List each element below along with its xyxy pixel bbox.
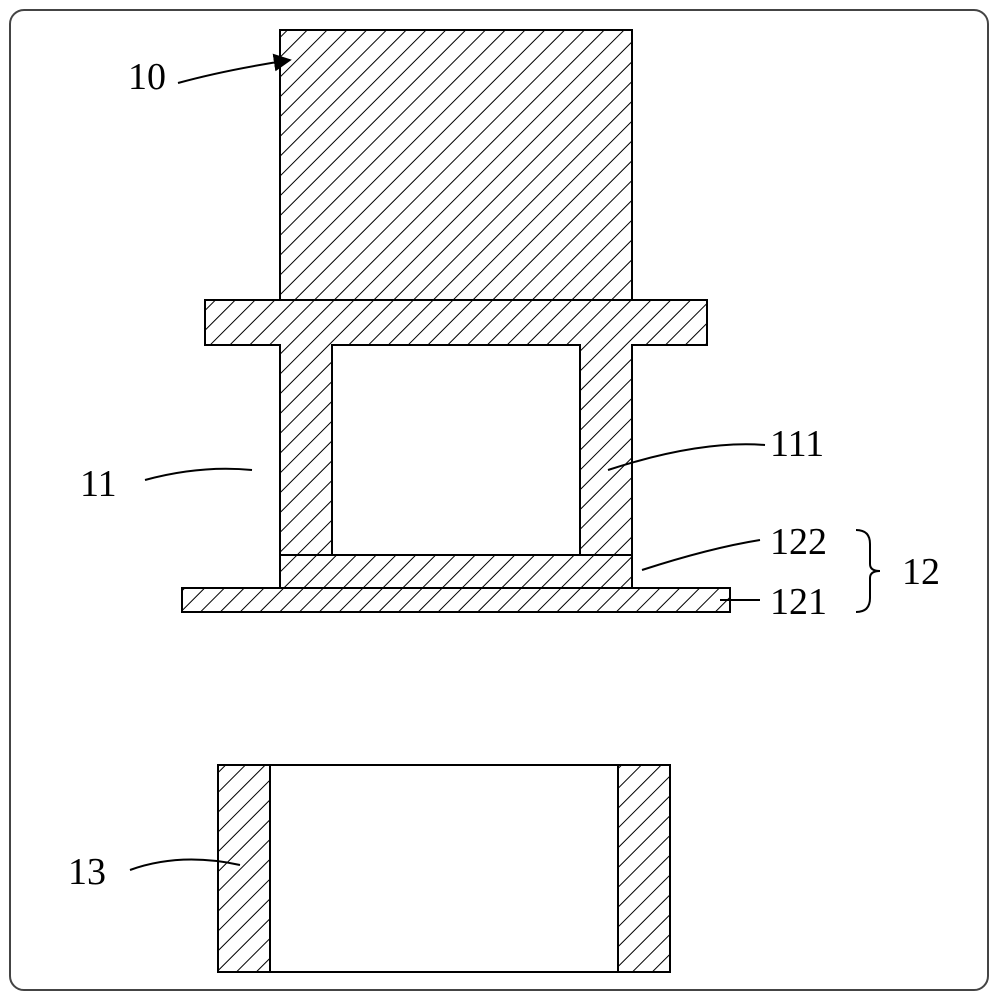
part-122-inner-plate <box>280 555 632 588</box>
label-l122: 122 <box>770 520 827 564</box>
label-l111: 111 <box>770 422 824 466</box>
brace-12 <box>856 530 880 612</box>
part-11-bracket <box>205 300 707 555</box>
figure-svg <box>0 0 998 1000</box>
part-121-base-plate <box>182 588 730 612</box>
leader-l122 <box>642 540 760 570</box>
label-l13: 13 <box>68 850 106 894</box>
part-13-left-wall <box>218 765 270 972</box>
label-l121: 121 <box>770 580 827 624</box>
label-l12: 12 <box>902 550 940 594</box>
label-l11: 11 <box>80 462 117 506</box>
part-13-right-wall <box>618 765 670 972</box>
leader-l11 <box>145 469 252 480</box>
label-l10: 10 <box>128 55 166 99</box>
part-10-top-block <box>280 30 632 300</box>
leader-l10 <box>178 60 290 83</box>
